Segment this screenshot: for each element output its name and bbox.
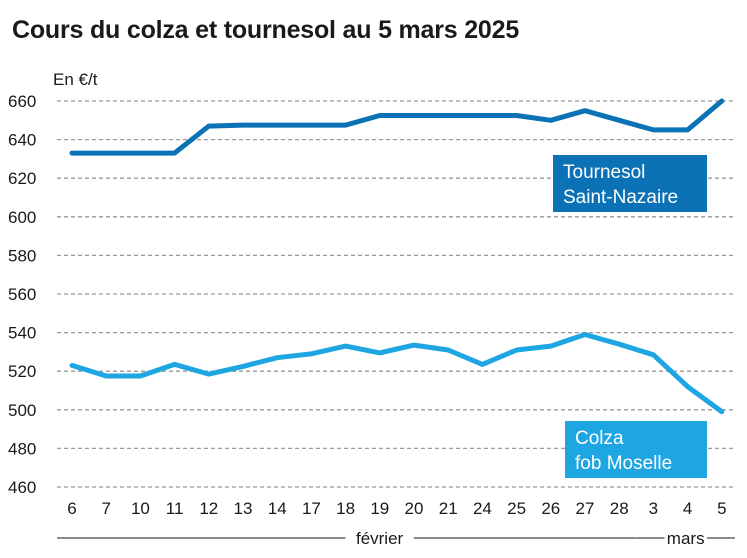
series-lines [69, 98, 725, 415]
y-tick-label: 600 [8, 208, 36, 227]
x-tick-label: 11 [166, 499, 184, 518]
y-tick-label: 580 [8, 246, 36, 265]
x-tick-label: 28 [610, 499, 629, 518]
y-tick-label: 640 [8, 131, 36, 150]
x-tick-label: 12 [199, 499, 218, 518]
x-tick-label: 5 [717, 499, 726, 518]
x-tick-label: 10 [131, 499, 150, 518]
y-axis-ticks: 460 480 500 520 540 560 580 600 620 640 660 [8, 92, 36, 497]
y-tick-label: 620 [8, 169, 36, 188]
chart-title: Cours du colza et tournesol au 5 mars 20… [12, 16, 520, 44]
month-labels: février mars [57, 529, 735, 548]
legend-label: Saint-Nazaire [563, 187, 678, 208]
y-axis-label: En €/t [53, 70, 98, 89]
y-tick-label: 660 [8, 92, 36, 111]
y-tick-label: 560 [8, 285, 36, 304]
x-tick-label: 19 [370, 499, 389, 518]
x-tick-label: 17 [302, 499, 321, 518]
legend-box [565, 421, 707, 478]
x-axis-ticks: 6 7 10 11 12 13 14 17 18 19 20 21 24 25 26 27 28 3 4 5 [67, 499, 726, 518]
x-tick-label: 4 [683, 499, 692, 518]
x-tick-label: 13 [234, 499, 253, 518]
x-tick-label: 3 [649, 499, 658, 518]
legend-item: Colza fob Moselle [565, 421, 707, 478]
x-tick-label: 21 [439, 499, 458, 518]
month-label: février [356, 529, 404, 548]
y-tick-label: 500 [8, 401, 36, 420]
grid-lines [57, 100, 735, 488]
legend-label: fob Moselle [575, 453, 672, 474]
y-tick-label: 480 [8, 439, 36, 458]
x-tick-label: 27 [576, 499, 595, 518]
x-tick-label: 20 [405, 499, 424, 518]
month-label: mars [667, 529, 705, 548]
series-line [69, 98, 725, 156]
legend: Tournesol Saint-Nazaire Colza fob Moselle [553, 155, 707, 478]
x-tick-label: 25 [507, 499, 526, 518]
legend-item: Tournesol Saint-Nazaire [553, 155, 707, 212]
y-tick-label: 540 [8, 324, 36, 343]
legend-label: Colza [575, 428, 624, 449]
legend-label: Tournesol [563, 162, 645, 183]
x-tick-label: 26 [541, 499, 560, 518]
series-line [69, 332, 725, 415]
legend-box [553, 155, 707, 212]
y-tick-label: 460 [8, 478, 36, 497]
x-tick-label: 7 [101, 499, 110, 518]
x-tick-label: 18 [336, 499, 355, 518]
x-tick-label: 14 [268, 499, 287, 518]
x-tick-label: 24 [473, 499, 492, 518]
y-tick-label: 520 [8, 362, 36, 381]
x-tick-label: 6 [67, 499, 76, 518]
